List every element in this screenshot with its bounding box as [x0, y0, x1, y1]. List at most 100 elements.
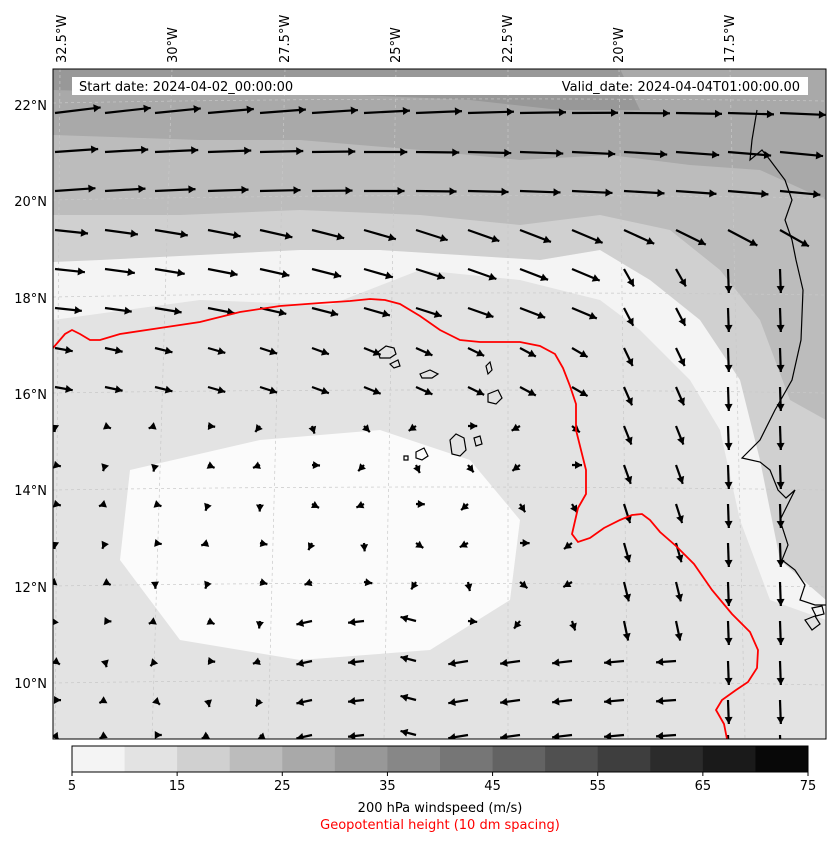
wind-arrow — [727, 150, 772, 159]
wind-shading-core-white — [120, 430, 520, 660]
colorbar-tick-label: 75 — [800, 779, 817, 794]
wind-arrow — [207, 146, 252, 155]
wind-arrow — [363, 578, 373, 587]
wind-arrow — [207, 422, 216, 431]
wind-arrow — [623, 347, 634, 367]
colorbar-swatch — [387, 746, 441, 772]
lon-label: 20°W — [612, 27, 627, 63]
colorbar-swatch — [124, 746, 178, 772]
coastlines — [377, 109, 826, 631]
wind-arrow — [571, 188, 613, 197]
lon-label: 17.5°W — [723, 15, 738, 63]
wind-arrow — [311, 186, 353, 195]
wind-arrow — [415, 385, 433, 396]
wind-arrow — [54, 345, 73, 354]
colorbar-tick-label: 25 — [274, 779, 291, 794]
wind-arrow — [54, 267, 86, 276]
wind-arrow — [53, 577, 58, 586]
wind-arrow — [675, 268, 687, 287]
wind-arrow — [104, 104, 151, 115]
wind-arrow — [415, 107, 463, 116]
wind-arrow — [415, 540, 424, 549]
wind-arrow — [154, 267, 185, 277]
colorbar-swatch — [492, 746, 546, 772]
wind-arrow — [603, 658, 625, 667]
wind-arrow — [519, 149, 564, 158]
colorbar-ticks: 5 15 25 35 45 55 65 75 — [68, 772, 816, 794]
wind-arrow — [204, 699, 212, 708]
wind-arrow — [724, 699, 733, 725]
wind-arrow — [148, 422, 157, 430]
wind-arrow — [724, 660, 733, 686]
wind-arrow — [53, 657, 61, 666]
wind-arrow — [54, 384, 73, 393]
wind-arrow — [53, 541, 60, 550]
wind-arrow — [259, 346, 278, 356]
wind-arrow — [674, 386, 686, 406]
wind-arrow — [448, 659, 469, 668]
wind-arrow — [519, 347, 537, 358]
wind-arrow — [296, 733, 313, 739]
wind-arrow — [363, 148, 408, 157]
wind-arrow — [104, 385, 123, 394]
wind-arrow — [154, 385, 173, 394]
wind-arrow — [519, 228, 552, 244]
cape-verde-island — [419, 369, 440, 379]
wind-arrow — [154, 185, 196, 194]
colorbar-tick-label: 55 — [589, 779, 606, 794]
wind-arrow — [467, 306, 494, 319]
lat-label: 14°N — [14, 484, 47, 499]
wind-arrow — [571, 108, 619, 117]
wind-arrow — [254, 424, 263, 433]
wind-arrow — [207, 657, 216, 665]
wind-arrow — [252, 657, 261, 665]
wind-arrow — [655, 696, 677, 705]
lat-label: 12°N — [14, 581, 47, 596]
colorbar-tick-label: 35 — [379, 779, 396, 794]
wind-arrow — [355, 500, 365, 509]
longitude-labels: 32.5°W 30°W 27.5°W 25°W 22.5°W 20°W 17.5… — [55, 15, 738, 63]
colorbar: 5 15 25 35 45 55 65 75 — [68, 745, 816, 794]
wind-arrow — [519, 108, 567, 117]
wind-arrow — [363, 187, 405, 196]
wind-arrow — [310, 500, 320, 509]
wind-arrow — [459, 540, 469, 549]
wind-arrow — [675, 109, 723, 118]
wind-arrow — [724, 307, 733, 333]
wind-arrow — [53, 695, 62, 704]
lon-label: 30°W — [166, 27, 181, 63]
colorbar-swatch — [597, 746, 651, 772]
cape-verde-island — [415, 447, 429, 461]
wind-arrow — [655, 731, 677, 739]
wind-arrow — [200, 539, 210, 547]
wind-arrow — [104, 306, 132, 315]
wind-arrow — [500, 697, 521, 706]
wind-arrow — [53, 460, 62, 469]
wind-arrow — [623, 228, 655, 245]
bijagos-island — [804, 615, 821, 631]
wind-arrow — [779, 110, 826, 119]
wind-arrow — [206, 461, 216, 469]
parallel-line — [53, 582, 826, 588]
meridian-line — [267, 69, 286, 739]
wind-arrow — [724, 581, 733, 607]
colorbar-swatch — [177, 746, 231, 772]
wind-arrow — [675, 150, 720, 159]
wind-arrow — [207, 228, 241, 239]
wind-arrow — [99, 731, 108, 739]
wind-arrow — [622, 581, 632, 602]
wind-arrow — [448, 698, 469, 707]
wind-arrow — [623, 188, 665, 197]
colorbar-swatch — [440, 746, 494, 772]
lat-label: 16°N — [14, 388, 47, 403]
wind-arrow — [724, 503, 733, 529]
wind-arrow — [571, 267, 601, 282]
wind-arrow — [467, 386, 485, 396]
wind-arrow — [724, 620, 733, 646]
wind-arrow — [415, 267, 445, 280]
wind-arrow — [519, 267, 549, 282]
wind-arrow — [467, 187, 509, 196]
wind-arrow — [311, 346, 330, 356]
wind-arrow — [571, 386, 589, 397]
wind-arrow — [448, 733, 469, 739]
